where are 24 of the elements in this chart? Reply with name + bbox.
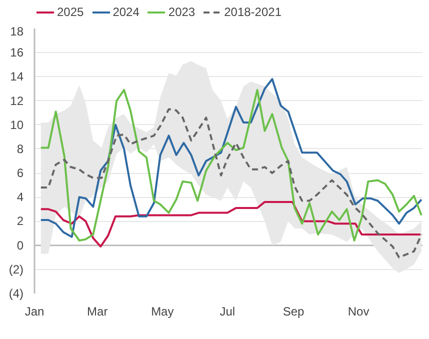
x-tick-label: Jul	[220, 304, 236, 318]
y-tick-label: 2	[16, 214, 24, 228]
y-tick-label: 4	[16, 190, 24, 204]
y-tick-label: 10	[10, 118, 24, 132]
legend-label: 2024	[112, 5, 140, 19]
line-series	[40, 108, 422, 258]
y-tick-label: 14	[10, 70, 24, 84]
x-tick-label: Nov	[348, 304, 370, 318]
legend-label: 2025	[57, 5, 84, 19]
legend-label: 2023	[168, 5, 196, 19]
x-tick-label: Sep	[282, 304, 305, 318]
y-tick-label: (2)	[8, 262, 24, 276]
y-tick-label: 18	[10, 24, 24, 38]
y-tick-label: 0	[16, 238, 24, 252]
line-series	[40, 200, 422, 248]
y-tick-label: (4)	[8, 286, 24, 300]
legend-label: 2018-2021	[224, 5, 282, 19]
y-tick-label: 16	[10, 46, 24, 60]
x-tick-label: May	[151, 304, 174, 318]
y-tick-label: 6	[16, 166, 24, 180]
y-tick-label: 8	[16, 142, 24, 156]
x-tick-label: Jan	[24, 304, 44, 318]
y-tick-label: 12	[10, 94, 24, 108]
x-tick-label: Mar	[87, 304, 108, 318]
